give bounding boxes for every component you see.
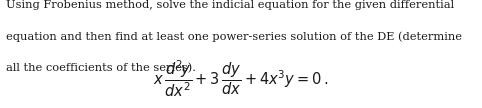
Text: Using Frobenius method, solve the indicial equation for the given differential: Using Frobenius method, solve the indici… xyxy=(6,0,454,10)
Text: equation and then find at least one power-series solution of the DE (determine: equation and then find at least one powe… xyxy=(6,31,462,42)
Text: all the coefficients of the series).: all the coefficients of the series). xyxy=(6,63,196,73)
Text: $x\,\dfrac{d^2\!y}{dx^2}+3\,\dfrac{dy}{dx}+4x^3y=0\,.$: $x\,\dfrac{d^2\!y}{dx^2}+3\,\dfrac{dy}{d… xyxy=(153,58,329,99)
